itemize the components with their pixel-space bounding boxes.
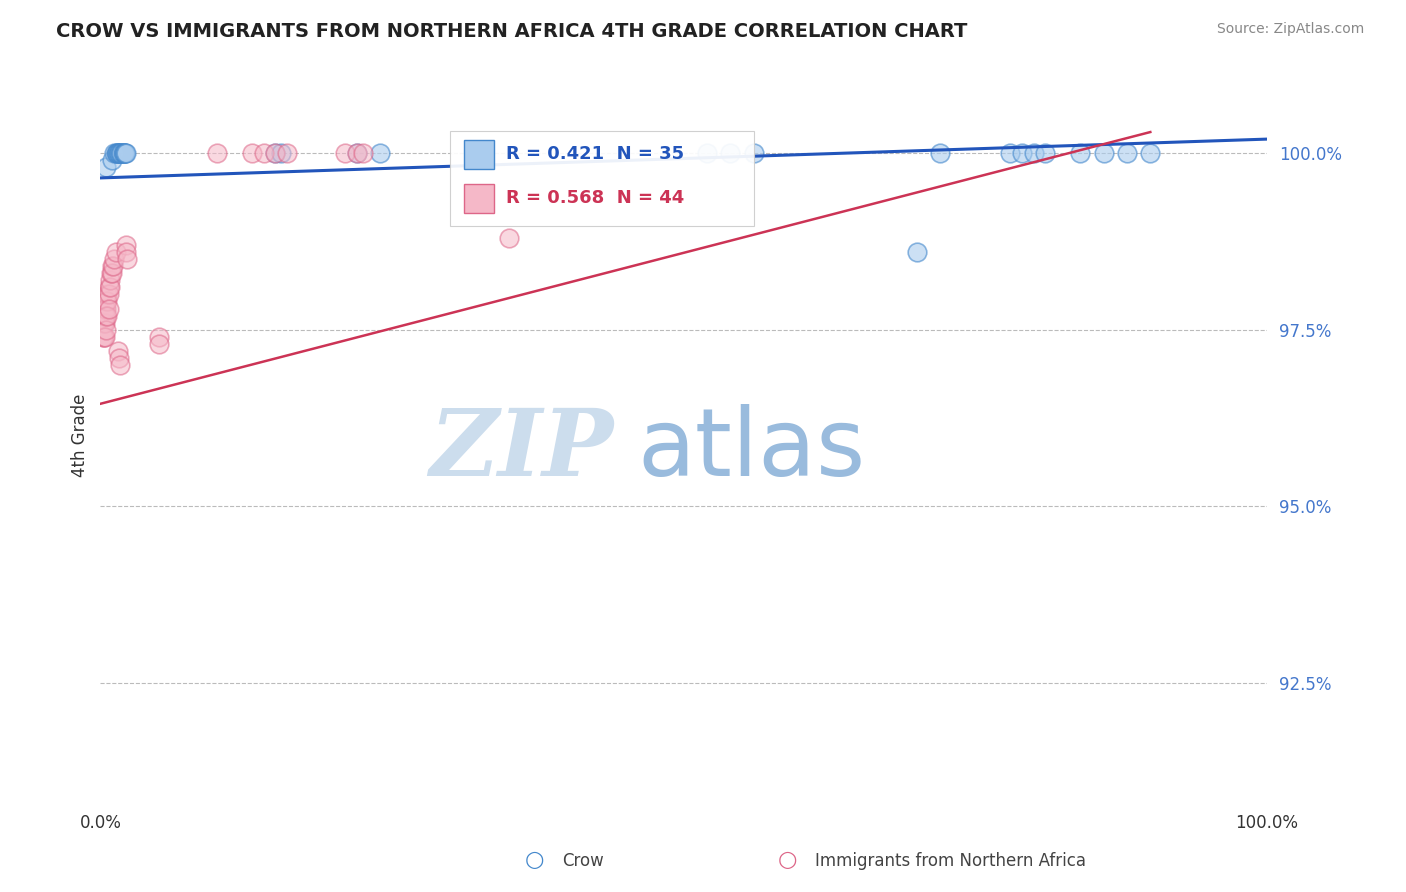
Point	[100, 266, 122, 280]
Point	[103, 259, 125, 273]
Point	[114, 146, 136, 161]
Point	[929, 146, 952, 161]
Point	[94, 316, 117, 330]
Point	[97, 287, 120, 301]
Bar	[464, 140, 494, 169]
Point	[110, 146, 132, 161]
Point	[94, 301, 117, 316]
Point	[110, 146, 132, 161]
Point	[1011, 146, 1033, 161]
Point	[96, 309, 118, 323]
Point	[91, 316, 114, 330]
Point	[112, 146, 135, 161]
Point	[114, 146, 136, 161]
Point	[108, 146, 131, 161]
Point	[108, 351, 131, 365]
Point	[335, 146, 357, 161]
Point	[101, 259, 124, 273]
Point	[98, 273, 121, 287]
Point	[93, 330, 115, 344]
Point	[104, 245, 127, 260]
Point	[108, 146, 131, 161]
Point	[111, 146, 134, 161]
Point	[96, 323, 118, 337]
Text: atlas: atlas	[637, 404, 865, 496]
Bar	[464, 184, 494, 213]
Point	[742, 146, 765, 161]
Point	[276, 146, 298, 161]
Point	[264, 146, 287, 161]
Point	[94, 330, 117, 344]
Point	[107, 343, 129, 358]
Point	[105, 146, 128, 161]
Point	[103, 146, 125, 161]
Point	[96, 301, 118, 316]
Y-axis label: 4th Grade: 4th Grade	[72, 394, 89, 477]
Point	[1022, 146, 1045, 161]
Point	[93, 309, 115, 323]
Point	[1069, 146, 1091, 161]
Point	[112, 146, 135, 161]
Point	[101, 153, 124, 168]
Point	[115, 146, 138, 161]
Point	[97, 301, 120, 316]
Point	[1000, 146, 1022, 161]
Text: ○: ○	[778, 850, 797, 870]
Point	[1116, 146, 1139, 161]
Point	[104, 146, 127, 161]
Point	[148, 336, 170, 351]
Point	[253, 146, 276, 161]
Text: Crow: Crow	[562, 852, 605, 870]
Text: Source: ZipAtlas.com: Source: ZipAtlas.com	[1216, 22, 1364, 37]
Text: CROW VS IMMIGRANTS FROM NORTHERN AFRICA 4TH GRADE CORRELATION CHART: CROW VS IMMIGRANTS FROM NORTHERN AFRICA …	[56, 22, 967, 41]
Point	[103, 252, 125, 266]
Point	[96, 161, 118, 175]
Text: ZIP: ZIP	[429, 405, 613, 495]
Point	[905, 245, 928, 260]
Point	[97, 280, 120, 294]
FancyBboxPatch shape	[450, 131, 754, 227]
Point	[1092, 146, 1115, 161]
Point	[696, 146, 718, 161]
Point	[91, 330, 114, 344]
Point	[115, 252, 138, 266]
Point	[1139, 146, 1161, 161]
Point	[93, 316, 115, 330]
Point	[205, 146, 228, 161]
Point	[96, 294, 118, 309]
Point	[115, 238, 138, 252]
Point	[98, 280, 121, 294]
Point	[96, 294, 118, 309]
Point	[498, 231, 520, 245]
Point	[108, 358, 131, 372]
Point	[346, 146, 368, 161]
Point	[270, 146, 292, 161]
Point	[105, 146, 128, 161]
Point	[370, 146, 392, 161]
Text: Immigrants from Northern Africa: Immigrants from Northern Africa	[815, 852, 1087, 870]
Point	[101, 266, 124, 280]
Point	[96, 287, 118, 301]
Point	[352, 146, 374, 161]
Point	[1033, 146, 1056, 161]
Point	[107, 146, 129, 161]
Point	[94, 309, 117, 323]
Point	[346, 146, 368, 161]
Point	[96, 309, 118, 323]
Text: R = 0.421  N = 35: R = 0.421 N = 35	[506, 145, 685, 163]
Text: ○: ○	[524, 850, 544, 870]
Text: R = 0.568  N = 44: R = 0.568 N = 44	[506, 189, 685, 208]
Point	[148, 330, 170, 344]
Point	[108, 146, 131, 161]
Point	[264, 146, 287, 161]
Point	[240, 146, 263, 161]
Point	[718, 146, 741, 161]
Point	[115, 245, 138, 260]
